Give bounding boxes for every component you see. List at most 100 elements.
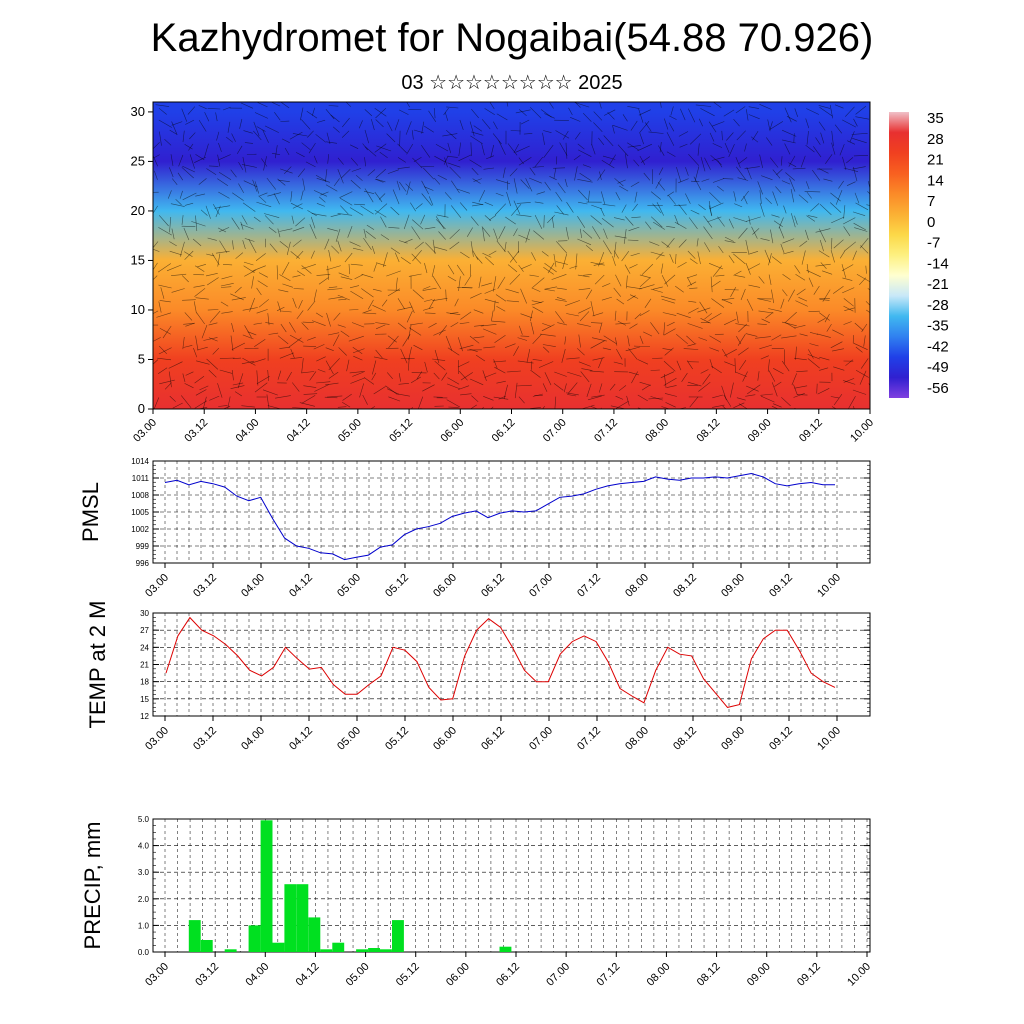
ytick-label: 5.0 (138, 815, 150, 824)
heatmap-xtick-label: 10.00 (848, 417, 876, 445)
precip-bar (260, 820, 273, 952)
ytick-label: 999 (136, 542, 150, 551)
xtick-label: 05.00 (344, 961, 372, 989)
y-axis-label: PRECIP, mm (80, 822, 105, 950)
ytick-label: 3.0 (138, 868, 150, 877)
colorbar-label: -7 (927, 235, 940, 252)
ytick-label: 1005 (131, 508, 149, 517)
xtick-label: 09.12 (795, 961, 823, 989)
xtick-label: 09.00 (719, 725, 747, 753)
ytick-label: 0.0 (138, 948, 150, 957)
ytick-label: 24 (140, 643, 149, 652)
colorbar-label: -42 (927, 338, 949, 355)
ytick-label: 1008 (131, 491, 149, 500)
ytick-label: 30 (140, 609, 149, 618)
heatmap-xtick-label: 09.00 (746, 417, 774, 445)
ytick-label: 1.0 (138, 921, 150, 930)
heatmap-ytick-label: 0 (138, 401, 145, 416)
temp-panel: 12 15 18 21 24 27 30 03.00 03.12 04.00 04.12 05.00 0… (85, 601, 871, 753)
heatmap-ytick-label: 15 (131, 252, 145, 267)
xtick-label: 06.12 (479, 725, 507, 753)
xtick-label: 03.00 (143, 961, 171, 989)
heatmap-xtick-label: 03.12 (182, 417, 210, 445)
xtick-label: 08.12 (671, 725, 699, 753)
colorbar: 35 28 21 14 7 0 -7 -14 -21 -28 -35 -42 -49 -56 (889, 110, 949, 398)
precip-bar (392, 920, 404, 952)
ytick-label: 12 (140, 712, 149, 721)
heatmap-ytick-label: 10 (131, 302, 145, 317)
xtick-label: 04.12 (294, 961, 322, 989)
precip-bar (284, 884, 297, 952)
xtick-label: 06.00 (444, 961, 472, 989)
colorbar-label: -28 (927, 297, 949, 314)
temperature-heatmap-panel: 0 5 10 15 20 25 30 03.00 03.12 04.00 04.12 05.00 05.… (131, 101, 876, 445)
xtick-label: 05.00 (335, 572, 363, 600)
colorbar-label: -35 (927, 318, 949, 335)
ytick-label: 1002 (131, 525, 149, 534)
panel-frame (152, 818, 871, 953)
heatmap-xtick-label: 08.00 (643, 417, 671, 445)
heatmap-xtick-label: 08.12 (695, 417, 723, 445)
xtick-label: 04.12 (287, 725, 315, 753)
precip-bar (368, 948, 380, 952)
heatmap-xtick-label: 04.12 (285, 417, 313, 445)
precip-bar (272, 942, 285, 952)
heatmap-xtick-label: 03.00 (131, 417, 159, 445)
xtick-label: 09.00 (745, 961, 773, 989)
heatmap-xtick-label: 07.12 (592, 417, 620, 445)
colorbar-label: -49 (927, 359, 949, 376)
precip-bar (248, 925, 261, 952)
ytick-label: 1011 (132, 474, 150, 483)
xtick-label: 06.00 (431, 725, 459, 753)
xtick-label: 08.00 (623, 725, 651, 753)
ytick-label: 2.0 (138, 895, 150, 904)
heatmap-xtick-label: 06.00 (438, 417, 466, 445)
xtick-label: 08.00 (623, 572, 651, 600)
xtick-label: 07.00 (544, 961, 572, 989)
ytick-label: 4.0 (138, 842, 150, 851)
colorbar-label: -56 (927, 380, 949, 397)
page-subtitle: 03 ☆☆☆☆☆☆☆☆ 2025 (401, 72, 623, 94)
xtick-label: 07.12 (594, 961, 622, 989)
heatmap-xtick-label: 05.00 (336, 417, 364, 445)
xtick-label: 05.00 (335, 725, 363, 753)
colorbar-label: -14 (927, 255, 949, 272)
precip-bar (224, 949, 237, 952)
xtick-label: 04.12 (287, 572, 315, 600)
pmsl-panel: 996 999 1002 1005 1008 1011 1014 03.00 03.12 04.0… (78, 457, 871, 600)
colorbar-label: 14 (927, 172, 944, 189)
colorbar-label: 21 (927, 152, 944, 169)
precip-bar (356, 949, 368, 952)
precip-bar (380, 949, 392, 952)
xtick-label: 04.00 (239, 725, 267, 753)
precip-panel: 0.0 1.0 2.0 3.0 4.0 5.0 03.00 03.12 04.00 04.12 05… (80, 815, 873, 989)
precip-bar (188, 920, 201, 952)
heatmap-xtick-label: 05.12 (387, 417, 415, 445)
heatmap-xtick-label: 06.12 (490, 417, 518, 445)
wind-barbs (153, 102, 870, 409)
xtick-label: 10.00 (815, 572, 843, 600)
xtick-label: 06.12 (479, 572, 507, 600)
xtick-label: 05.12 (394, 961, 422, 989)
xtick-label: 07.00 (527, 725, 555, 753)
ytick-label: 27 (140, 626, 149, 635)
heatmap-xtick-label: 09.12 (797, 417, 825, 445)
heatmap-ytick-label: 20 (131, 203, 145, 218)
series-line (165, 616, 836, 708)
xtick-label: 04.00 (239, 572, 267, 600)
ytick-label: 996 (136, 559, 150, 568)
colorbar-label: 35 (927, 110, 944, 127)
heatmap-ytick-label: 5 (138, 351, 145, 366)
xtick-label: 10.00 (815, 725, 843, 753)
colorbar-ramp (889, 112, 909, 398)
ytick-label: 21 (140, 661, 149, 670)
xtick-label: 07.00 (527, 572, 555, 600)
precip-bar (308, 917, 321, 952)
xtick-label: 05.12 (383, 725, 411, 753)
xtick-label: 08.12 (671, 572, 699, 600)
colorbar-label: 7 (927, 193, 935, 210)
colorbar-label: 28 (927, 131, 944, 148)
precip-bar (332, 942, 345, 952)
y-axis-label: TEMP at 2 M (85, 601, 110, 729)
